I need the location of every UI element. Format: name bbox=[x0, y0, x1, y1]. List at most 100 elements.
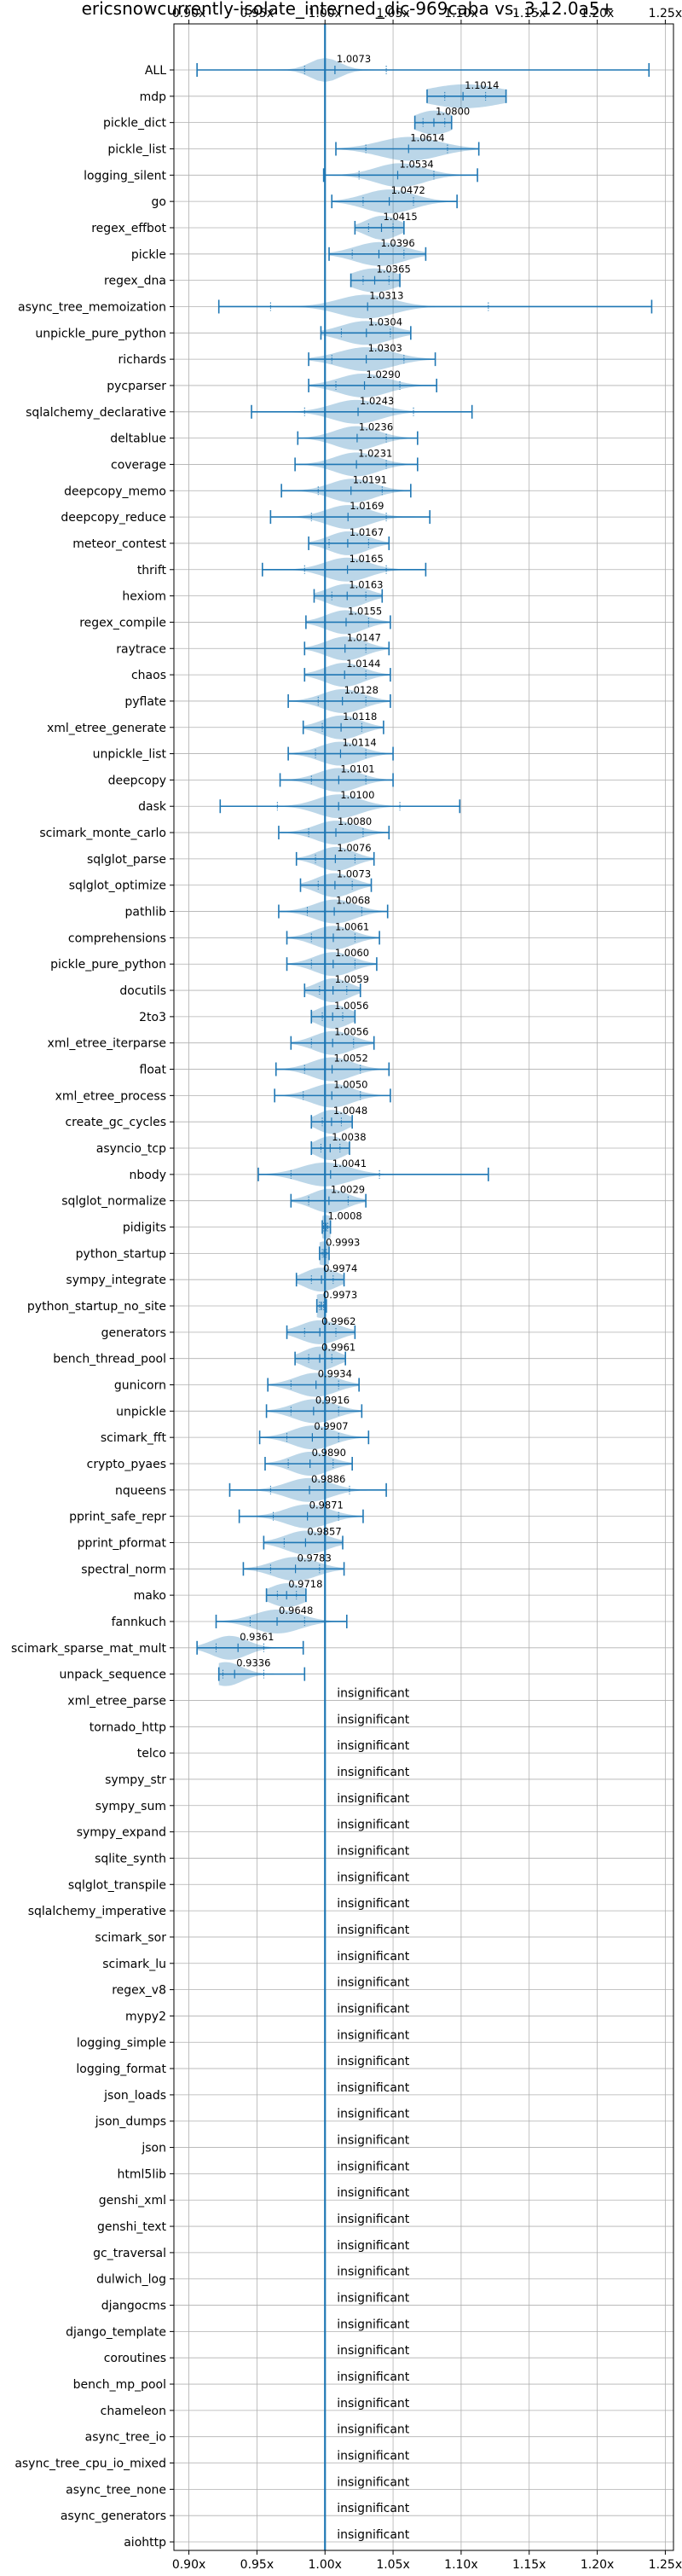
x-tick-label-bottom: 1.20x bbox=[581, 2558, 614, 2572]
benchmark-label-pathlib: pathlib bbox=[125, 906, 167, 920]
benchmark-label-logging-silent: logging_silent bbox=[84, 169, 166, 183]
value-label-unpickle-list: 1.0114 bbox=[342, 737, 376, 749]
value-label-sqlalchemy-declarative: 1.0243 bbox=[360, 395, 394, 407]
value-label-thrift: 1.0165 bbox=[350, 553, 384, 565]
insignificant-label-coroutines: insignificant bbox=[337, 2344, 410, 2358]
insignificant-label-mypy2: insignificant bbox=[337, 2002, 410, 2016]
insignificant-label-sqlite-synth: insignificant bbox=[337, 1844, 410, 1858]
benchmark-label-django-template: django_template bbox=[66, 2325, 166, 2339]
value-label-coverage: 1.0231 bbox=[358, 447, 392, 459]
benchmark-label-scimark-sparse-mat-mult: scimark_sparse_mat_mult bbox=[11, 1642, 166, 1656]
benchmark-label-deepcopy: deepcopy bbox=[108, 774, 166, 787]
x-tick-label-bottom: 1.05x bbox=[376, 2558, 409, 2572]
value-label-hexiom: 1.0163 bbox=[349, 579, 383, 591]
benchmark-label-deltablue: deltablue bbox=[110, 432, 166, 446]
benchmark-label-xml-etree-generate: xml_etree_generate bbox=[47, 722, 166, 735]
value-label-pprint-pformat: 0.9857 bbox=[307, 1525, 341, 1537]
benchmark-label-scimark-lu: scimark_lu bbox=[102, 1958, 166, 1971]
insignificant-label-async-tree-io: insignificant bbox=[337, 2423, 410, 2437]
value-label-xml-etree-generate: 1.0118 bbox=[343, 711, 377, 722]
insignificant-label-aiohttp: insignificant bbox=[337, 2528, 410, 2542]
benchmark-label-xml-etree-process: xml_etree_process bbox=[55, 1089, 166, 1103]
benchmark-label-bench-mp-pool: bench_mp_pool bbox=[73, 2378, 166, 2392]
insignificant-label-django-template: insignificant bbox=[337, 2318, 410, 2331]
value-label-pickle-dict: 1.0800 bbox=[436, 106, 470, 118]
x-tick-label-top: 1.10x bbox=[444, 7, 477, 20]
insignificant-labels: insignificant insignificant insignificant i… bbox=[337, 1686, 410, 2542]
value-label-unpickle-pure-python: 1.0304 bbox=[368, 316, 402, 328]
insignificant-label-html5lib: insignificant bbox=[337, 2160, 410, 2173]
value-label-asyncio-tcp: 1.0038 bbox=[332, 1131, 366, 1143]
value-label-meteor-contest: 1.0167 bbox=[350, 526, 384, 538]
insignificant-label-sympy-str: insignificant bbox=[337, 1766, 410, 1779]
value-label-unpickle: 0.9916 bbox=[315, 1394, 350, 1406]
insignificant-label-async-generators: insignificant bbox=[337, 2502, 410, 2515]
value-label-raytrace: 1.0147 bbox=[347, 631, 381, 643]
value-label-python-startup: 0.9993 bbox=[326, 1236, 360, 1248]
value-label-scimark-sparse-mat-mult: 0.9361 bbox=[240, 1631, 274, 1643]
benchmark-label-pickle-pure-python: pickle_pure_python bbox=[50, 958, 166, 972]
benchmark-label-unpickle-list: unpickle_list bbox=[93, 748, 167, 762]
benchmark-label-deepcopy-memo: deepcopy_memo bbox=[64, 484, 166, 498]
value-label-float: 1.0052 bbox=[334, 1053, 368, 1065]
benchmark-label-nqueens: nqueens bbox=[115, 1484, 166, 1498]
value-label-async-tree-memoization: 1.0313 bbox=[369, 289, 403, 301]
x-tick-label-top: 1.15x bbox=[512, 7, 546, 20]
benchmark-label-regex-v8: regex_v8 bbox=[112, 1984, 166, 1998]
benchmark-label-unpickle-pure-python: unpickle_pure_python bbox=[35, 327, 166, 340]
benchmark-label-crypto-pyaes: crypto_pyaes bbox=[87, 1458, 166, 1471]
value-label-2to3: 1.0056 bbox=[334, 1000, 368, 1012]
insignificant-label-logging-format: insignificant bbox=[337, 2055, 410, 2068]
value-label-pprint-safe-repr: 0.9871 bbox=[309, 1500, 344, 1511]
chart-title: ericsnowcurrently-isolate_interned_dic-9… bbox=[82, 0, 615, 19]
x-tick-label-bottom: 1.25x bbox=[649, 2558, 682, 2572]
benchmark-label-scimark-fft: scimark_fft bbox=[101, 1431, 167, 1445]
benchmark-label-pycparser: pycparser bbox=[107, 380, 166, 393]
value-label-deepcopy-reduce: 1.0169 bbox=[350, 500, 384, 512]
benchmark-label-sympy-sum: sympy_sum bbox=[95, 1800, 166, 1813]
benchmark-label-hexiom: hexiom bbox=[122, 590, 166, 604]
value-label-pycparser: 1.0290 bbox=[367, 368, 401, 380]
benchmark-label-all: ALL bbox=[145, 64, 166, 78]
benchmark-label-sqlite-synth: sqlite_synth bbox=[95, 1852, 166, 1865]
benchmark-label-async-generators: async_generators bbox=[61, 2509, 166, 2523]
benchmark-label-gunicorn: gunicorn bbox=[114, 1379, 166, 1393]
benchmark-label-mako: mako bbox=[134, 1589, 166, 1603]
benchmark-label-json-loads: json_loads bbox=[103, 2089, 166, 2103]
benchmark-label-async-tree-none: async_tree_none bbox=[66, 2483, 166, 2497]
benchmark-label-scimark-monte-carlo: scimark_monte_carlo bbox=[39, 827, 166, 840]
benchmark-label-logging-simple: logging_simple bbox=[77, 2036, 166, 2050]
benchmark-label-sympy-expand: sympy_expand bbox=[77, 1826, 166, 1840]
benchmark-label-sqlalchemy-imperative: sqlalchemy_imperative bbox=[28, 1905, 166, 1918]
benchmark-label-sqlglot-transpile: sqlglot_transpile bbox=[68, 1878, 166, 1892]
insignificant-label-json-loads: insignificant bbox=[337, 2081, 410, 2095]
value-label-pickle-pure-python: 1.0060 bbox=[335, 947, 369, 959]
insignificant-label-sqlglot-transpile: insignificant bbox=[337, 1871, 410, 1884]
benchmark-label-nbody: nbody bbox=[130, 1169, 167, 1182]
insignificant-label-chameleon: insignificant bbox=[337, 2397, 410, 2411]
benchmark-label-json-dumps: json_dumps bbox=[95, 2115, 166, 2129]
value-label-pickle: 1.0396 bbox=[380, 237, 414, 249]
benchmark-label-docutils: docutils bbox=[119, 984, 166, 998]
benchmark-label-asyncio-tcp: asyncio_tcp bbox=[96, 1142, 166, 1156]
x-tick-label-bottom: 0.95x bbox=[240, 2558, 274, 2572]
x-tick-label-bottom: 1.15x bbox=[512, 2558, 546, 2572]
benchmark-label-thrift: thrift bbox=[137, 564, 167, 577]
value-label-pickle-list: 1.0614 bbox=[410, 131, 444, 143]
benchmark-labels: ALL mdp pickle_dict pickle_list logging_sile… bbox=[11, 64, 174, 2550]
benchmark-label-tornado-http: tornado_http bbox=[90, 1720, 166, 1734]
benchmark-label-float: float bbox=[140, 1064, 167, 1077]
value-label-dask: 1.0100 bbox=[340, 789, 374, 801]
value-label-deepcopy: 1.0101 bbox=[340, 763, 374, 775]
value-label-go: 1.0472 bbox=[391, 184, 425, 196]
value-label-nqueens: 0.9886 bbox=[311, 1473, 345, 1485]
violins bbox=[196, 58, 653, 1686]
insignificant-label-telco: insignificant bbox=[337, 1739, 410, 1753]
benchmark-label-gc-traversal: gc_traversal bbox=[93, 2247, 166, 2260]
value-labels: 1.0073 1.1014 1.0800 1.0614 1.0534 1.0472 1.04… bbox=[236, 53, 499, 1669]
grid-lines bbox=[174, 24, 673, 2550]
value-label-python-startup-no-site: 0.9973 bbox=[323, 1289, 357, 1301]
benchmark-label-dulwich-log: dulwich_log bbox=[96, 2273, 166, 2287]
insignificant-label-tornado-http: insignificant bbox=[337, 1713, 410, 1726]
